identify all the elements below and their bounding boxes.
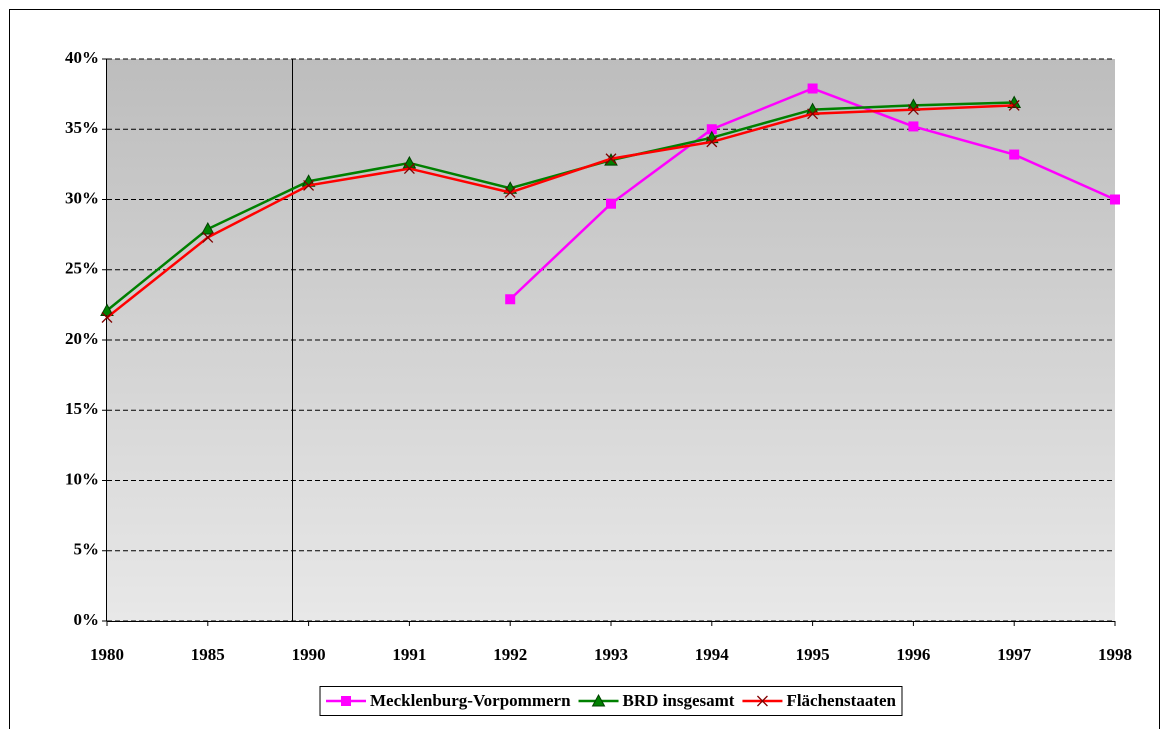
legend: Mecklenburg-Vorpommern BRD insgesamt Fläch… bbox=[319, 686, 903, 716]
series-line bbox=[106, 104, 1015, 319]
y-tick-label: 20% bbox=[65, 329, 99, 348]
x-tick-label: 1997 bbox=[997, 645, 1032, 664]
marker-x bbox=[807, 108, 819, 120]
x-tick-label: 1980 bbox=[90, 645, 124, 664]
y-tick-label: 30% bbox=[65, 188, 99, 207]
x-tick-label: 1991 bbox=[392, 645, 426, 664]
x-tick-label: 1990 bbox=[292, 645, 326, 664]
marker-square bbox=[706, 124, 717, 135]
marker-square bbox=[505, 294, 516, 305]
series-layer bbox=[100, 83, 1120, 323]
marker-x bbox=[202, 231, 214, 243]
series-line bbox=[106, 101, 1015, 312]
legend-label: BRD insgesamt bbox=[623, 691, 735, 710]
marker-x bbox=[403, 163, 415, 175]
marker-x bbox=[605, 153, 617, 165]
marker-x bbox=[101, 312, 113, 323]
y-tick-label: 25% bbox=[65, 259, 99, 278]
chart-frame bbox=[9, 9, 1160, 729]
marker-square bbox=[908, 121, 919, 132]
marker-square bbox=[1009, 149, 1020, 160]
y-tick-label: 35% bbox=[65, 118, 99, 137]
marker-triangle bbox=[100, 303, 114, 316]
marker-x bbox=[907, 104, 919, 116]
x-tick-label: 1995 bbox=[796, 645, 830, 664]
legend-label: Mecklenburg-Vorpommern bbox=[370, 691, 571, 710]
marker-x bbox=[706, 136, 718, 148]
marker-square bbox=[606, 198, 616, 209]
x-tick-label: 1998 bbox=[1098, 645, 1132, 664]
marker-x bbox=[303, 179, 315, 191]
grid: 0% 5% 10% 15% 20% 25% 30% 35% 40% 1980 1985 1990 199… bbox=[65, 48, 1132, 664]
marker-square bbox=[807, 83, 818, 94]
marker-x bbox=[756, 695, 768, 707]
marker-x bbox=[504, 187, 516, 198]
x-tick-label: 1993 bbox=[594, 645, 628, 664]
marker-square bbox=[341, 696, 352, 706]
y-tick-label: 5% bbox=[74, 540, 100, 559]
y-tick-label: 40% bbox=[65, 48, 99, 67]
y-tick-label: 15% bbox=[65, 399, 99, 418]
marker-triangle bbox=[591, 693, 606, 707]
x-tick-label: 1992 bbox=[493, 645, 527, 664]
y-tick-label: 10% bbox=[65, 469, 99, 488]
x-tick-label: 1985 bbox=[191, 645, 225, 664]
marker-triangle bbox=[200, 221, 215, 235]
marker-x bbox=[1008, 99, 1020, 111]
y-tick-label: 0% bbox=[74, 610, 100, 629]
x-tick-label: 1996 bbox=[896, 645, 930, 664]
legend-label: Flächenstaaten bbox=[786, 691, 896, 710]
marker-square bbox=[1110, 194, 1120, 205]
x-tick-label: 1994 bbox=[695, 645, 730, 664]
